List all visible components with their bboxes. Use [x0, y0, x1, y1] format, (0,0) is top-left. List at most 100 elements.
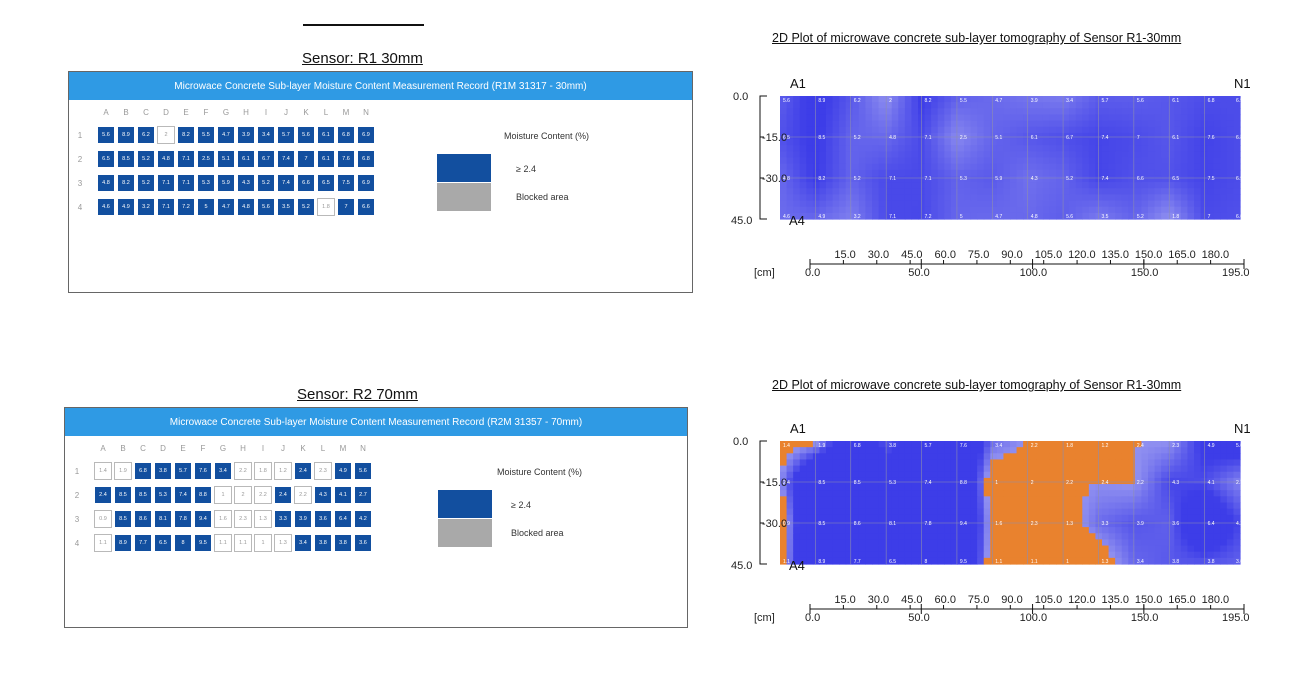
- heat-pixel: [1233, 557, 1241, 565]
- heat-pixel: [1003, 539, 1011, 547]
- heat-pixel: [1023, 484, 1031, 491]
- heat-pixel: [1148, 126, 1156, 134]
- grid-cell: 8.5: [114, 510, 132, 528]
- heat-pixel: [1200, 527, 1208, 534]
- heat-pixel: [1075, 126, 1083, 134]
- heat-pixel: [1095, 484, 1103, 491]
- heat-pixel: [1049, 157, 1057, 165]
- heat-pixel: [1154, 477, 1162, 485]
- heat-pixel: [1187, 465, 1195, 473]
- heat-pixel: [885, 212, 893, 220]
- heat-pixel: [1121, 490, 1129, 497]
- node-value: 3.9: [1031, 98, 1038, 104]
- heat-pixel: [839, 182, 847, 189]
- heat-pixel: [1174, 533, 1182, 540]
- heat-pixel: [865, 194, 873, 202]
- heat-pixel: [964, 182, 972, 189]
- heat-pixel: [1056, 151, 1064, 159]
- heat-pixel: [1036, 508, 1044, 516]
- heat-pixel: [1121, 194, 1129, 202]
- heat-pixel: [1049, 533, 1057, 540]
- heat-pixel: [872, 120, 880, 128]
- heat-pixel: [826, 108, 834, 116]
- node-value: 5.1: [995, 135, 1002, 141]
- heat-pixel: [1121, 102, 1129, 109]
- heat-pixel: [780, 545, 788, 553]
- heat-pixel: [1042, 96, 1051, 103]
- heat-pixel: [780, 126, 788, 134]
- heat-pixel: [1115, 126, 1123, 134]
- heat-pixel: [1233, 447, 1241, 454]
- legend-swatch-wet-r2: [438, 490, 492, 518]
- heat-pixel: [1010, 120, 1018, 128]
- heat-pixel: [957, 163, 965, 171]
- heat-pixel: [950, 471, 959, 479]
- heat-pixel: [898, 539, 906, 547]
- x-bottom-tick-label: 100.0: [1020, 612, 1048, 624]
- heat-pixel: [1200, 453, 1208, 461]
- panel-header-r1: Microwace Concrete Sub-layer Moisture Co…: [69, 72, 692, 100]
- heat-pixel: [1082, 502, 1090, 510]
- heat-pixel: [1049, 175, 1057, 183]
- heat-pixel: [1023, 441, 1031, 448]
- heat-pixel: [793, 502, 801, 510]
- heat-pixel: [898, 114, 906, 122]
- heat-pixel: [996, 447, 1005, 454]
- heat-pixel: [990, 169, 998, 177]
- heat-pixel: [1003, 200, 1011, 208]
- heat-pixel: [931, 508, 939, 516]
- heat-pixel: [845, 551, 853, 559]
- heat-pixel: [1220, 539, 1228, 547]
- heat-pixel: [1194, 212, 1202, 220]
- heat-pixel: [1108, 471, 1116, 479]
- heat-pixel: [1161, 490, 1169, 497]
- heat-pixel: [1095, 114, 1103, 122]
- heat-pixel: [1207, 175, 1215, 183]
- heat-pixel: [1029, 96, 1037, 103]
- heat-pixel: [1056, 459, 1064, 467]
- heat-pixel: [1069, 471, 1077, 479]
- heat-pixel: [878, 157, 886, 165]
- heat-pixel: [1207, 496, 1215, 504]
- heat-pixel: [1088, 212, 1097, 220]
- heat-pixel: [826, 206, 834, 214]
- grid-cell: 7.8: [174, 510, 192, 528]
- grid-cell: 1.8: [317, 198, 335, 216]
- heat-pixel: [1003, 551, 1011, 559]
- grid-cell: 1.8: [254, 462, 272, 480]
- x-top-tick-label: 135.0: [1101, 249, 1129, 261]
- heat-pixel: [1121, 132, 1129, 140]
- heat-pixel: [878, 514, 886, 522]
- heat-pixel: [898, 441, 906, 448]
- heat-pixel: [1075, 484, 1083, 491]
- heat-pixel: [1010, 108, 1018, 116]
- node-value: 4.8: [783, 176, 790, 182]
- heat-pixel: [970, 496, 978, 504]
- node-value: 7: [1137, 135, 1140, 141]
- heat-pixel: [885, 163, 893, 171]
- heat-pixel: [872, 496, 880, 504]
- heat-pixel: [1075, 108, 1083, 116]
- heat-pixel: [1200, 114, 1208, 122]
- heat-pixel: [1062, 527, 1070, 534]
- heat-pixel: [904, 441, 913, 448]
- heat-pixel: [1082, 96, 1090, 103]
- heat-pixel: [1187, 545, 1195, 553]
- heat-pixel: [957, 151, 965, 159]
- heat-pixel: [852, 114, 860, 122]
- heat-pixel: [1115, 527, 1123, 534]
- heat-pixel: [1056, 169, 1064, 177]
- heat-pixel: [1187, 114, 1195, 122]
- heat-pixel: [839, 206, 847, 214]
- heat-pixel: [1016, 175, 1024, 183]
- heat-pixel: [1115, 453, 1123, 461]
- heat-pixel: [1187, 527, 1195, 534]
- heat-pixel: [1200, 471, 1208, 479]
- heat-pixel: [1121, 169, 1129, 177]
- heat-pixel: [1016, 527, 1024, 534]
- heat-pixel: [1023, 126, 1031, 134]
- column-label: G: [222, 108, 230, 117]
- heat-pixel: [924, 126, 932, 134]
- heat-pixel: [1226, 157, 1235, 165]
- heat-pixel: [780, 514, 788, 522]
